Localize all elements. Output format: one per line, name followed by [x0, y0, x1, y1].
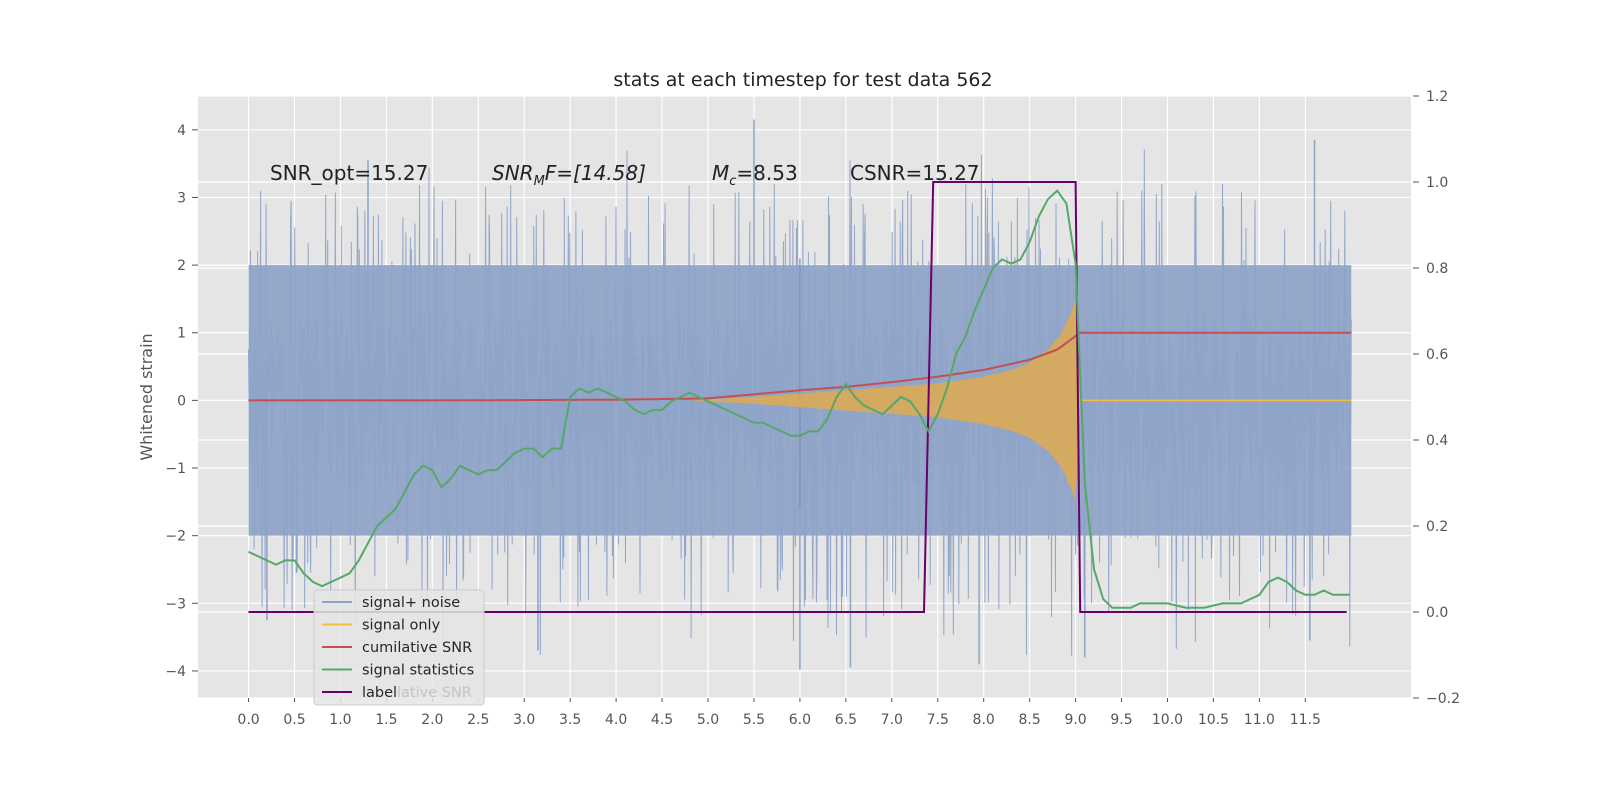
series-signal-statistics [248, 189, 1350, 609]
x-tick-label: 6.5 [835, 712, 857, 728]
y2-tick-label: 0.0 [1426, 605, 1448, 621]
y-tick-label: −1 [165, 461, 186, 477]
chart-title: stats at each timestep for test data 562 [613, 69, 992, 91]
x-tick-label: 1.5 [375, 712, 397, 728]
y-tick-label: −4 [165, 664, 186, 680]
x-axis-ticks: 0.0 0.5 1.0 1.5 2.0 2.5 3.0 3.5 4.0 4.5 5.0 5.5 6.0 6… [237, 698, 1321, 728]
annotation-snr-mf: SNRMF=[14.58] [492, 161, 646, 189]
y-tick-label: 1 [177, 326, 186, 342]
x-tick-label: 5.0 [697, 712, 719, 728]
x-tick-label: 6.0 [789, 712, 811, 728]
legend-label: signal only [362, 618, 441, 634]
y2-tick-label: −0.2 [1426, 691, 1460, 707]
y2-tick-label: 1.0 [1426, 175, 1448, 191]
legend-ghost-text: lative SNR [397, 685, 472, 701]
y2-tick-label: 0.8 [1426, 261, 1448, 277]
signal-envelope [689, 300, 1081, 500]
x-tick-label: 5.5 [743, 712, 765, 728]
annotation-snr-opt: SNR_opt=15.27 [270, 161, 428, 185]
x-tick-label: 9.0 [1064, 712, 1086, 728]
y2-tick-label: 0.4 [1426, 433, 1448, 449]
y-tick-label: −2 [165, 529, 186, 545]
x-tick-label: 11.5 [1290, 712, 1321, 728]
x-tick-label: 1.0 [329, 712, 351, 728]
x-tick-label: 9.5 [1110, 712, 1132, 728]
x-tick-label: 8.5 [1019, 712, 1041, 728]
y-tick-label: 3 [177, 190, 186, 206]
cumulative-snr-line [248, 331, 1352, 402]
x-tick-label: 0.5 [283, 712, 305, 728]
y-axis-ticks: −4 −3 −2 −1 0 1 2 3 4 [165, 123, 198, 680]
series-label [248, 181, 1347, 613]
x-tick-label: 10.5 [1198, 712, 1229, 728]
annotation-csnr: CSNR=15.27 [850, 161, 980, 185]
y2-tick-label: 0.2 [1426, 519, 1448, 535]
x-tick-label: 3.5 [559, 712, 581, 728]
y-tick-label: −3 [165, 596, 186, 612]
legend-label: signal+ noise [362, 595, 460, 611]
y2-tick-label: 1.2 [1426, 89, 1448, 105]
series-cumulative-snr [248, 331, 1352, 402]
x-tick-label: 7.0 [881, 712, 903, 728]
x-tick-label: 2.5 [467, 712, 489, 728]
series-signal-only [689, 300, 1352, 500]
legend-box [313, 589, 485, 706]
x-tick-label: 0.0 [237, 712, 259, 728]
x-tick-label: 8.0 [973, 712, 995, 728]
y2-tick-label: 0.6 [1426, 347, 1448, 363]
legend-label: label [362, 685, 397, 701]
y-tick-label: 2 [177, 258, 186, 274]
x-tick-label: 3.0 [513, 712, 535, 728]
legend-label: signal statistics [362, 663, 474, 679]
label-line [248, 181, 1347, 613]
y-tick-label: 4 [177, 123, 186, 139]
x-tick-label: 7.5 [927, 712, 949, 728]
y2-axis-ticks: −0.2 0.0 0.2 0.4 0.6 0.8 1.0 1.2 [1413, 89, 1460, 707]
y-axis-title: Whitened strain [137, 333, 156, 460]
x-tick-label: 4.5 [651, 712, 673, 728]
annotation-mc: Mc=8.53 [712, 161, 798, 189]
annotations: SNR_opt=15.27 SNRMF=[14.58] Mc=8.53 CSNR… [270, 161, 980, 189]
x-tick-label: 2.0 [421, 712, 443, 728]
x-tick-label: 11.0 [1244, 712, 1275, 728]
x-tick-label: 10.0 [1152, 712, 1183, 728]
signal-statistics-line [248, 189, 1350, 609]
x-tick-label: 4.0 [605, 712, 627, 728]
y-tick-label: 0 [177, 393, 186, 409]
legend-label: cumilative SNR [362, 640, 472, 656]
legend: lative SNR signal+ noise signal only cumil… [313, 589, 485, 706]
